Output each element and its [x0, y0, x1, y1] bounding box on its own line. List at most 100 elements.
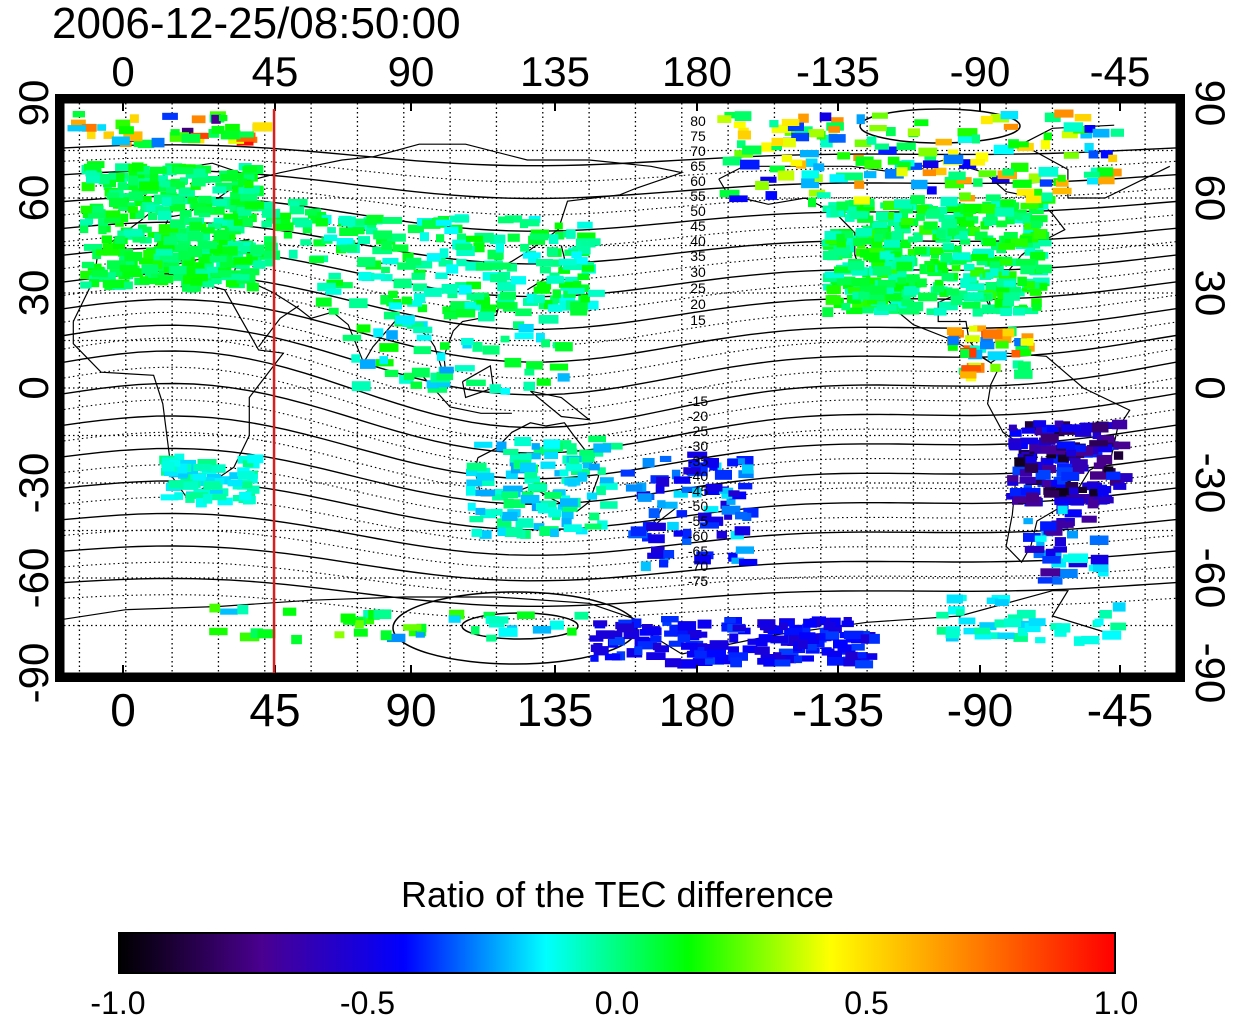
tec-cell: [946, 594, 963, 604]
tec-cell: [1000, 307, 1012, 316]
tec-cell: [114, 235, 126, 244]
tec-cell: [719, 487, 734, 494]
tec-cell: [1065, 482, 1079, 489]
tec-cell: [857, 215, 874, 223]
tec-cell: [659, 455, 672, 462]
tec-cell: [1012, 179, 1032, 188]
tec-cell: [609, 630, 623, 641]
tec-cell: [703, 458, 719, 468]
tec-cell: [953, 215, 966, 225]
tec-cell: [373, 328, 384, 338]
tec-cell: [1007, 475, 1019, 482]
tec-cell: [755, 638, 768, 647]
tec-cell: [663, 501, 678, 509]
tec-cell: [411, 367, 430, 378]
tec-cell: [439, 366, 454, 374]
tec-cell: [98, 218, 109, 227]
tec-cell: [212, 493, 227, 501]
dip-contour-label: 25: [690, 280, 706, 296]
tec-cell: [982, 329, 1003, 339]
tec-cell: [703, 506, 719, 513]
tec-cell: [131, 162, 144, 172]
tec-cell: [229, 472, 241, 480]
tec-cell: [597, 520, 608, 530]
tec-cell: [531, 443, 540, 450]
tec-cell: [878, 146, 897, 155]
tec-cell: [115, 119, 131, 130]
x-tick-label-bottom: 180: [659, 684, 736, 736]
tec-cell: [444, 226, 459, 235]
tec-cell: [561, 518, 572, 528]
tec-cell: [1049, 489, 1070, 497]
tec-cell: [173, 273, 184, 281]
tec-cell: [466, 479, 483, 487]
tec-cell: [123, 268, 144, 278]
tec-cell: [465, 261, 484, 271]
tec-cell: [716, 530, 727, 539]
tec-cell: [1044, 112, 1061, 123]
tec-cell: [959, 159, 977, 169]
tec-cell: [533, 446, 550, 455]
tec-cell: [184, 217, 202, 225]
tec-cell: [1035, 469, 1051, 480]
tec-cell: [630, 526, 647, 536]
tec-cell: [951, 290, 968, 300]
tec-cell: [602, 442, 623, 450]
tec-cell: [443, 312, 458, 320]
tec-cell: [242, 481, 253, 489]
dip-contour-label: -60: [688, 528, 708, 544]
tec-cell: [726, 496, 736, 505]
tec-cell: [169, 203, 186, 212]
tec-cell: [1081, 635, 1100, 645]
tec-cell: [732, 624, 746, 632]
tec-cell: [580, 284, 590, 292]
colorbar: [118, 932, 1116, 974]
tec-cell: [1011, 162, 1029, 172]
tec-cell: [999, 259, 1013, 266]
tec-cell: [220, 130, 241, 140]
dip-contour-label: 80: [690, 113, 706, 129]
tec-cell: [562, 263, 582, 271]
tec-cell: [1028, 173, 1042, 183]
tec-cell: [855, 228, 873, 237]
tec-cell: [540, 500, 557, 508]
tec-cell: [1061, 424, 1081, 433]
tec-cell: [540, 461, 556, 469]
tec-cell: [771, 143, 782, 151]
tec-cell: [150, 175, 168, 183]
tec-cell: [352, 226, 365, 235]
tec-cell: [186, 266, 196, 276]
tec-cell: [728, 646, 739, 654]
tec-cell: [570, 301, 588, 312]
tec-cell: [1020, 437, 1038, 445]
tec-cell: [139, 237, 152, 244]
dip-contour-label: 40: [690, 233, 706, 249]
tec-cell: [544, 451, 558, 459]
tec-cell: [324, 234, 338, 242]
tec-cell: [936, 611, 949, 619]
tec-cell: [562, 502, 578, 512]
tec-cell: [557, 443, 577, 450]
tec-cell: [92, 205, 104, 213]
tec-cell: [554, 222, 563, 230]
tec-cell: [722, 156, 742, 166]
tec-cell: [1071, 497, 1084, 506]
tec-cell: [891, 231, 903, 241]
tec-cell: [473, 242, 485, 253]
tec-cell: [209, 627, 228, 636]
tec-cell: [571, 251, 582, 258]
tec-cell: [816, 192, 831, 199]
tec-cell: [550, 528, 559, 537]
tec-cell: [482, 479, 495, 486]
tec-cell: [111, 136, 130, 146]
tec-cell: [637, 493, 652, 502]
tec-cell: [466, 293, 485, 300]
tec-cell: [436, 352, 446, 361]
tec-cell: [843, 658, 861, 667]
tec-cell: [197, 241, 218, 249]
x-tick-label-top: 90: [388, 48, 435, 95]
tec-cell: [836, 276, 856, 286]
tec-cell: [949, 257, 967, 265]
tec-cell: [738, 470, 754, 479]
tec-cell: [413, 293, 426, 304]
